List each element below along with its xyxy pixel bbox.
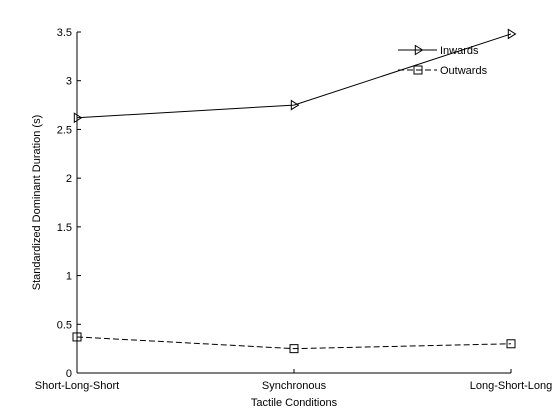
x-tick-label: Short-Long-Short <box>35 380 119 392</box>
legend-item-inwards: Inwards <box>398 44 479 57</box>
x-tick-label: Synchronous <box>262 380 327 392</box>
y-tick-label: 3 <box>66 76 72 88</box>
series-line-inwards <box>76 33 512 119</box>
x-axis-label: Tactile Conditions <box>251 397 338 409</box>
series-layer <box>72 28 517 354</box>
y-tick-label: 0 <box>66 368 72 380</box>
y-tick-label: 1 <box>66 271 72 283</box>
legend-item-outwards: Outwards <box>398 65 488 77</box>
legend-label-outwards: Outwards <box>440 65 488 77</box>
legend-label-inwards: Inwards <box>440 45 479 57</box>
plot-area: 0 0.5 1 1.5 2 2.5 3 3.5 Short-Long-Short Synchro… <box>35 27 552 392</box>
data-point-outwards <box>506 339 516 349</box>
series-line-outwards <box>76 336 512 350</box>
legend: Inwards Outwards <box>398 44 488 77</box>
x-ticks: Short-Long-Short Synchronous Long-Short-Lo… <box>35 369 552 392</box>
data-point-inwards <box>73 112 83 124</box>
y-tick-label: 3.5 <box>57 27 72 39</box>
legend-marker-square <box>413 65 423 75</box>
y-tick-label: 1.5 <box>57 222 72 234</box>
x-tick-label: Long-Short-Long <box>470 380 553 392</box>
y-tick-label: 2 <box>66 173 72 185</box>
data-point-outwards <box>289 344 299 354</box>
data-point-outwards <box>72 332 82 342</box>
data-point-inwards <box>290 99 300 111</box>
y-ticks: 0 0.5 1 1.5 2 2.5 3 3.5 <box>57 27 81 380</box>
data-point-inwards <box>507 28 517 40</box>
legend-marker-triangle <box>414 44 424 56</box>
y-axis-label: Standardized Dominant Duration (s) <box>31 115 43 290</box>
y-tick-label: 0.5 <box>57 319 72 331</box>
y-tick-label: 2.5 <box>57 124 72 136</box>
